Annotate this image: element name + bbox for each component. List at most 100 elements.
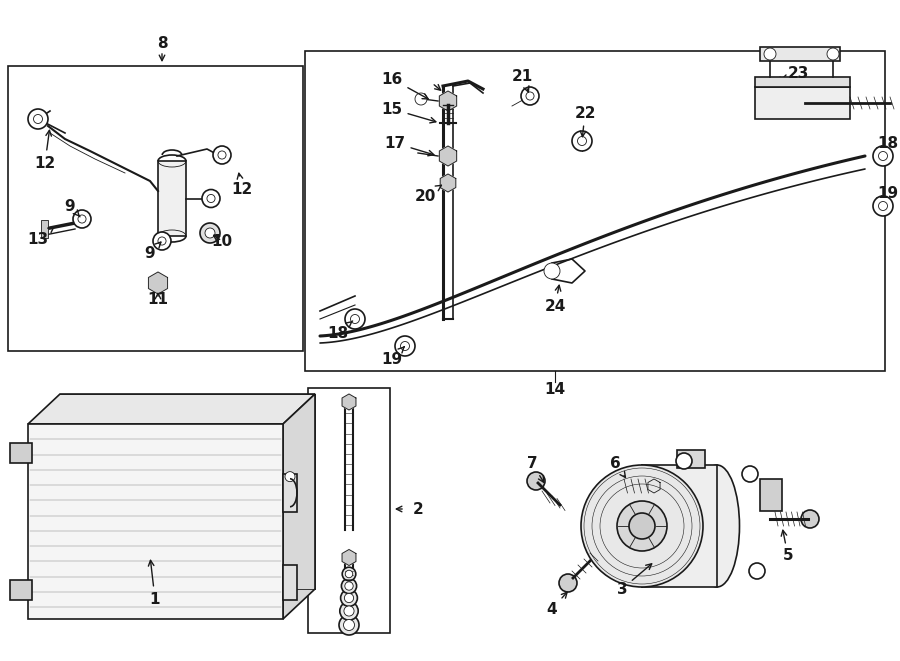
Bar [677,450,705,468]
Text: 3: 3 [616,564,652,596]
Bar [308,388,390,633]
Circle shape [342,567,356,581]
Circle shape [28,109,48,129]
Text: 12: 12 [34,130,56,171]
Circle shape [344,619,355,631]
Text: 17: 17 [384,136,434,156]
Polygon shape [648,479,660,493]
Circle shape [205,228,215,238]
Text: 13: 13 [27,227,54,247]
Circle shape [395,336,415,356]
Text: 10: 10 [212,233,232,249]
Polygon shape [439,91,456,111]
Bar [642,465,717,587]
Circle shape [415,93,427,105]
Text: 21: 21 [511,69,533,92]
Bar [305,51,885,371]
Bar [10,580,32,600]
Text: 18: 18 [328,321,353,340]
Circle shape [345,582,353,590]
Circle shape [344,606,354,616]
Circle shape [340,590,357,606]
Text: 14: 14 [544,381,565,397]
Circle shape [873,146,893,166]
Text: 11: 11 [148,292,168,307]
Circle shape [345,594,354,603]
Bar [755,87,850,119]
Text: 19: 19 [878,186,898,200]
Circle shape [801,510,819,528]
Text: 18: 18 [878,136,898,151]
Polygon shape [148,272,167,294]
Polygon shape [342,394,356,410]
Text: 5: 5 [781,530,793,563]
Circle shape [878,202,887,210]
Bar [8,66,303,351]
Circle shape [581,465,703,587]
Circle shape [526,92,534,100]
Circle shape [200,223,220,243]
Circle shape [16,586,24,594]
Text: 15: 15 [382,102,436,123]
Text: 9: 9 [65,198,80,217]
Circle shape [559,574,577,592]
Circle shape [878,151,887,161]
Text: 9: 9 [145,242,161,260]
Circle shape [764,48,776,60]
Circle shape [73,210,91,228]
Bar [158,161,186,236]
Circle shape [213,146,231,164]
Circle shape [742,466,758,482]
Bar [283,474,297,512]
Circle shape [78,215,86,223]
Text: 8: 8 [157,36,167,50]
Circle shape [873,196,893,216]
Circle shape [345,309,365,329]
Text: 12: 12 [231,173,253,196]
Bar [28,424,283,619]
Bar [41,220,48,238]
Text: 4: 4 [546,592,567,617]
Circle shape [202,190,220,208]
Text: 2: 2 [412,502,423,516]
Circle shape [572,131,592,151]
Circle shape [350,315,359,323]
Circle shape [285,472,295,482]
Circle shape [400,342,410,350]
Polygon shape [283,394,315,619]
Polygon shape [342,549,356,566]
Text: 22: 22 [574,106,596,137]
Polygon shape [28,394,315,424]
Text: 23: 23 [788,65,809,81]
Circle shape [346,570,353,578]
Circle shape [33,114,42,124]
Circle shape [158,237,166,245]
Bar [760,47,840,61]
Circle shape [218,151,226,159]
Text: 7: 7 [526,455,544,483]
Circle shape [749,563,765,579]
Circle shape [16,449,24,457]
Circle shape [153,232,171,250]
Circle shape [521,87,539,105]
Ellipse shape [695,465,740,587]
Circle shape [676,453,692,469]
Text: 19: 19 [382,346,404,366]
Text: 1: 1 [148,561,160,607]
Circle shape [617,501,667,551]
Text: 20: 20 [414,185,442,204]
Text: 16: 16 [382,71,428,99]
Bar [283,564,297,600]
Text: 24: 24 [544,286,566,313]
Polygon shape [440,174,455,192]
Bar [10,444,32,463]
Circle shape [339,615,359,635]
Circle shape [827,48,839,60]
Bar [760,479,782,511]
Circle shape [207,194,215,202]
Bar [755,77,850,87]
Circle shape [340,602,358,620]
Polygon shape [439,146,456,166]
Circle shape [578,137,587,145]
Text: 6: 6 [609,455,626,477]
